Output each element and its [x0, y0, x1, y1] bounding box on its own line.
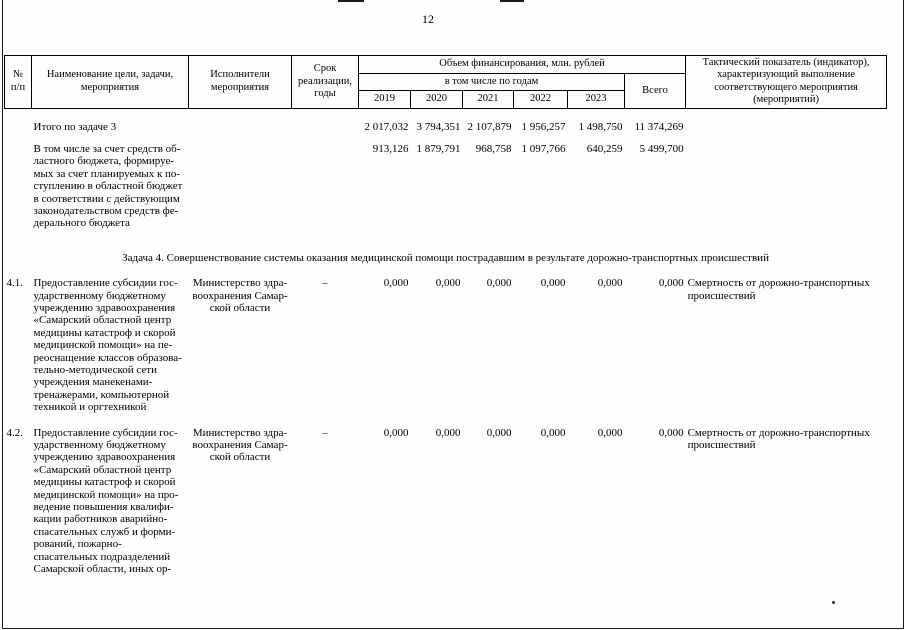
row-indicator [686, 121, 887, 133]
col-header-year-2020: 2020 [410, 89, 463, 109]
value-2022: 0,000 [540, 277, 566, 290]
value-2023: 1 498,750 [578, 120, 623, 133]
row-executor: Министерство здра- воохранения Самар- ск… [192, 426, 288, 464]
row-indicator: Смертность от дорожно-транспортных проис… [687, 277, 870, 302]
row-name: Предоставление субсидии гос- ударственно… [33, 426, 179, 576]
value-2019: 2 017,032 [364, 120, 409, 133]
value-2020: 3 794,351 [416, 120, 461, 133]
col-header-total: Всего [623, 73, 687, 109]
row-indicator: Смертность от дорожно-транспортных проис… [687, 426, 870, 452]
value-2023: 640,259 [586, 142, 623, 155]
value-2020: 1 879,791 [416, 142, 461, 155]
table-row-total-task3: Итого по задаче 3 2 017,032 3 794,351 2 … [5, 121, 887, 133]
value-2023: 0,000 [597, 277, 623, 290]
col-header-executor: Исполнители мероприятия [188, 55, 292, 109]
row-executor: Министерство здра- воохранения Самар- ск… [192, 277, 288, 314]
table-row-4-2: 4.2. Предоставление субсидии гос- ударст… [5, 427, 887, 576]
value-2019: 0,000 [383, 426, 409, 439]
row-num [5, 143, 32, 230]
value-2021: 0,000 [486, 277, 512, 290]
spacer-row [5, 133, 887, 143]
row-num: 4.2. [6, 426, 24, 439]
col-header-finance: Объем финансирования, млн. рублей [357, 55, 687, 74]
value-2022: 1 097,766 [521, 142, 566, 155]
value-2019: 913,126 [372, 142, 409, 155]
row-term: – [322, 277, 328, 290]
row-name: Предоставление субсидии гос- ударственно… [33, 277, 182, 414]
section-header-row: Задача 4. Совершенствование системы оказ… [5, 252, 887, 264]
row-num: 4.1. [6, 277, 24, 290]
row-term: – [322, 426, 328, 439]
row-indicator [686, 143, 887, 230]
value-2022: 1 956,257 [521, 120, 566, 133]
value-2021: 2 107,879 [467, 120, 512, 133]
col-header-year-2021: 2021 [462, 89, 514, 109]
page-number: 12 [422, 12, 434, 26]
spacer-row [5, 414, 887, 427]
value-total: 0,000 [658, 426, 684, 439]
row-executor [189, 143, 292, 230]
value-2020: 0,000 [435, 426, 461, 439]
section-title-task4: Задача 4. Совершенствование системы оказ… [122, 251, 769, 264]
scan-artifact [500, 0, 524, 2]
value-total: 5 499,700 [639, 142, 684, 155]
value-2019: 0,000 [383, 277, 409, 290]
table-row-4-1: 4.1. Предоставление субсидии гос- ударст… [5, 277, 887, 413]
col-header-year-2022: 2022 [513, 89, 568, 109]
row-name: В том числе за счет средств об- ластного… [33, 142, 183, 230]
value-total: 0,000 [658, 277, 684, 290]
spacer-row [5, 230, 887, 252]
col-header-by-years: в том числе по годам [358, 73, 625, 91]
value-total: 11 374,269 [634, 120, 684, 133]
value-2021: 968,758 [475, 142, 512, 155]
row-executor [189, 121, 292, 133]
col-header-year-2019: 2019 [358, 89, 411, 109]
row-name: Итого по задаче 3 [33, 120, 117, 133]
row-term [292, 143, 359, 230]
budget-table: № п/п Наименование цели, задачи, меропри… [4, 55, 888, 576]
col-header-name: Наименование цели, задачи, мероприятия [31, 55, 189, 109]
scan-artifact [832, 601, 835, 604]
row-num [5, 121, 32, 133]
scan-artifact [338, 0, 364, 2]
col-header-num: № п/п [4, 55, 32, 109]
value-2021: 0,000 [486, 426, 512, 439]
table-row-regional-budget: В том числе за счет средств об- ластного… [5, 143, 887, 230]
col-header-term: Срок реализации, годы [291, 55, 359, 109]
spacer-row [5, 264, 887, 277]
col-header-year-2023: 2023 [567, 89, 625, 109]
value-2022: 0,000 [540, 426, 566, 439]
col-header-indicator: Тактический показатель (индикатор), хара… [685, 55, 888, 109]
value-2023: 0,000 [597, 426, 623, 439]
value-2020: 0,000 [435, 277, 461, 290]
row-term [292, 121, 359, 133]
spacer-row [5, 108, 887, 121]
